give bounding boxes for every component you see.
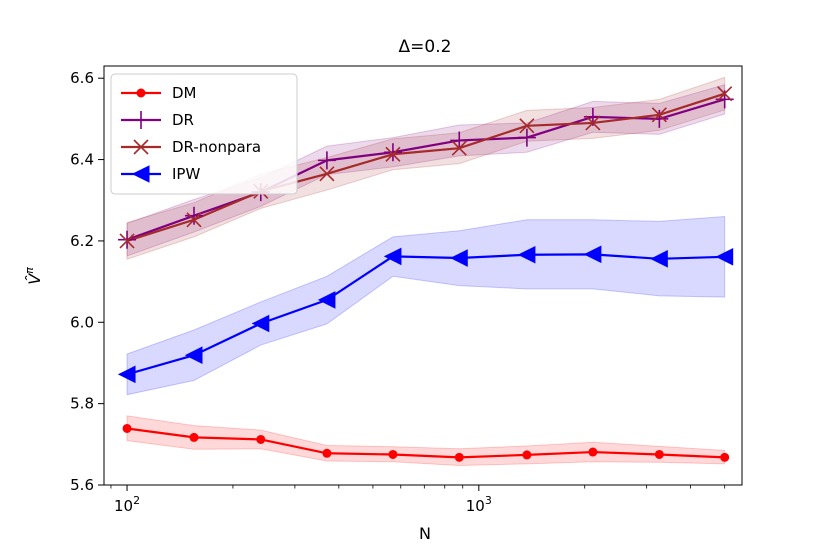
point-dr-nonpara-3	[319, 166, 335, 182]
point-dm-2	[256, 434, 266, 444]
legend: DM DR DR-nonpara IPW	[110, 73, 298, 195]
point-dr-nonpara-6	[519, 118, 535, 134]
point-dr-0	[118, 230, 137, 249]
point-dm-3	[322, 448, 332, 458]
svg-text:V̂π: V̂π	[23, 267, 44, 285]
point-dr-3	[317, 151, 336, 170]
point-dr-4	[383, 143, 402, 162]
plot-frame	[103, 65, 743, 486]
point-dm-1	[189, 432, 199, 442]
point-dr-nonpara-5	[451, 140, 467, 156]
line-dm	[126, 427, 725, 459]
point-ipw-2	[251, 314, 270, 333]
point-dr-nonpara-9	[717, 86, 733, 102]
y-axis-title: V̂π	[23, 267, 44, 285]
point-dm-7	[588, 447, 598, 457]
y-tick-label-5: 6.6	[70, 69, 94, 87]
point-ipw-9	[715, 247, 734, 266]
point-dm-8	[654, 449, 664, 459]
legend-label-dr-nonpara: DR-nonpara	[172, 138, 261, 156]
line-ipw	[126, 253, 725, 376]
legend-marker-dr-nonpara	[133, 139, 149, 155]
legend-box	[110, 73, 298, 195]
x-tick-label-1: 103	[466, 494, 492, 515]
point-ipw-5	[450, 249, 468, 267]
point-dr-nonpara-0	[119, 233, 135, 249]
point-dr-nonpara-8	[651, 107, 667, 123]
point-dr-8	[650, 109, 669, 128]
x-axis-title: N	[419, 524, 431, 543]
point-ipw-7	[583, 245, 602, 264]
point-ipw-6	[517, 245, 536, 264]
point-ipw-1	[184, 346, 203, 365]
point-ipw-4	[383, 247, 402, 266]
point-dm-9	[720, 452, 730, 462]
y-tick-label-1: 5.8	[70, 395, 94, 413]
point-dr-1	[184, 206, 203, 225]
point-ipw-0	[117, 365, 136, 384]
band-dr	[126, 84, 726, 257]
point-dr-nonpara-4	[385, 146, 401, 162]
point-ipw-3	[317, 291, 336, 309]
band-dm	[126, 415, 726, 466]
legend-label-ipw: IPW	[172, 165, 200, 183]
legend-label-dm: DM	[172, 84, 197, 102]
line-dr-nonpara	[126, 92, 726, 242]
y-axis: 5.6 5.8 6.0 6.2 6.4 6.6	[70, 69, 104, 494]
y-tick-label-4: 6.4	[70, 151, 94, 169]
point-ipw-8	[650, 250, 668, 268]
point-dm-0	[122, 423, 132, 433]
chart-title: Δ=0.2	[399, 37, 452, 57]
point-dm-4	[388, 449, 398, 459]
x-axis: 102 103	[110, 485, 726, 515]
point-dr-6	[517, 128, 536, 147]
y-tick-label-3: 6.2	[70, 232, 94, 250]
point-dm-5	[454, 452, 464, 462]
point-dr-5	[450, 131, 469, 150]
y-tick-label-0: 5.6	[70, 476, 94, 494]
legend-marker-ipw	[131, 165, 150, 183]
legend-label-dr: DR	[172, 111, 194, 129]
y-tick-label-2: 6.0	[70, 313, 94, 331]
point-dr-nonpara-1	[186, 212, 202, 228]
legend-marker-dr	[132, 111, 150, 129]
point-dr-nonpara-7	[585, 115, 601, 131]
series-markers	[117, 86, 734, 462]
legend-marker-dm	[136, 88, 146, 98]
point-dm-6	[522, 450, 532, 460]
band-ipw	[126, 215, 726, 396]
series-lines	[126, 92, 726, 459]
x-tick-label-0: 102	[114, 494, 140, 515]
